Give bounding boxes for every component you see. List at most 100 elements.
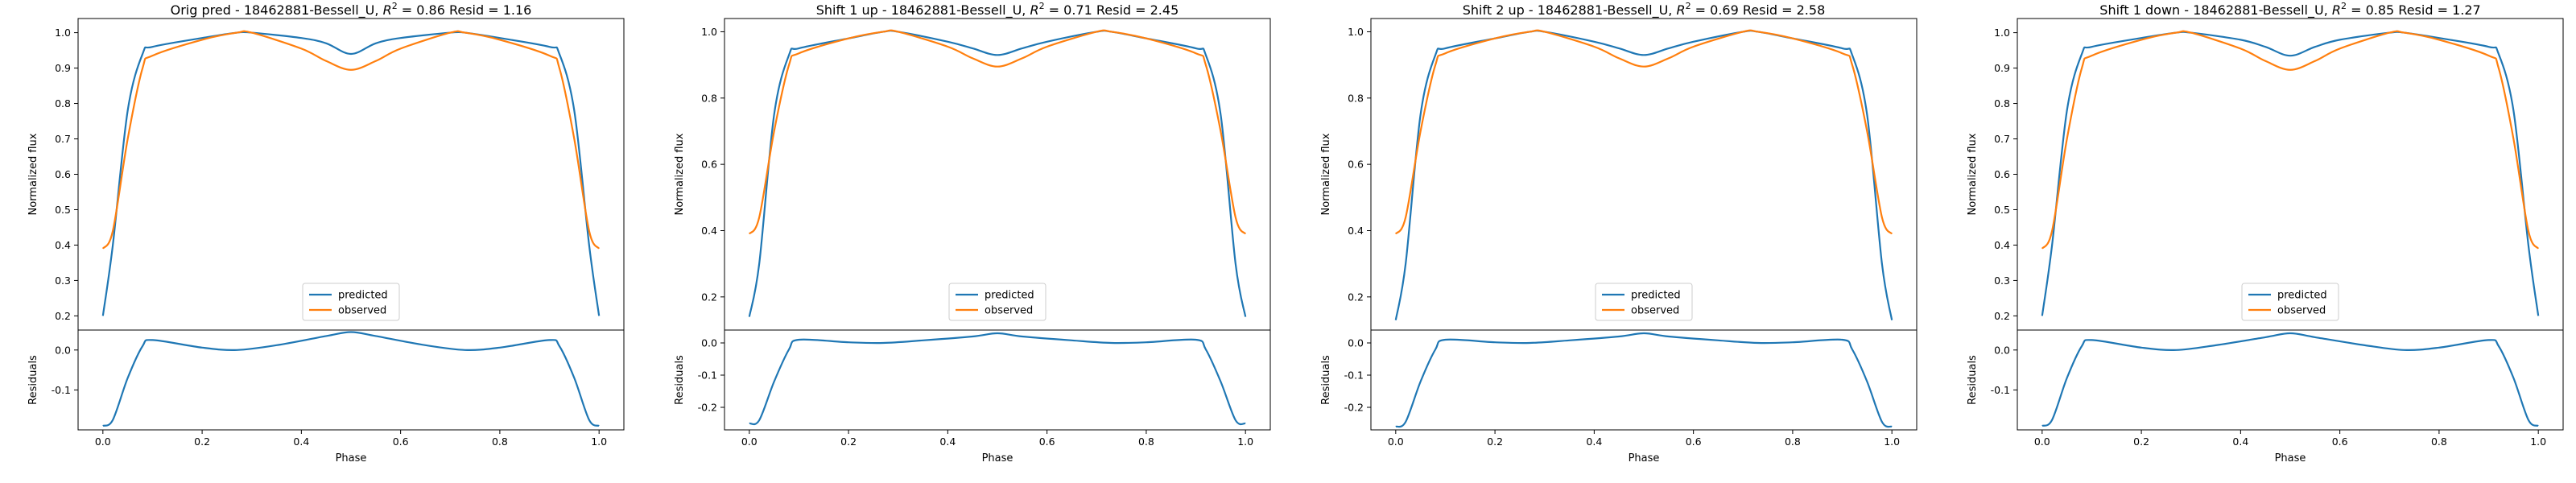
xtick-label: 0.4 [939, 436, 956, 448]
title-prefix: Shift 2 up - 18462881-Bessell_U, [1463, 2, 1677, 19]
bottom-frame [1370, 329, 1918, 431]
legend-label-observed: observed [1631, 305, 1679, 317]
top-ytick-label: 0.8 [701, 92, 717, 104]
bottom-line-residual [749, 332, 1246, 426]
bottom-line-residual [1395, 332, 1893, 428]
top-axes: 0.2 0.3 0.4 0.5 0.6 0.7 0.8 0.9 1.0 Normalized fl… [27, 18, 625, 331]
legend-frame [2241, 283, 2339, 321]
bottom-ylabel: Residuals [27, 355, 39, 405]
subplot-title: Shift 1 down - 18462881-Bessell_U, R2 = … [2099, 1, 2480, 19]
title-r2-symbol: R [383, 2, 392, 18]
legend: predicted observed [1595, 283, 1693, 321]
top-ytick-label: 0.8 [55, 97, 71, 109]
top-ytick-label: 0.3 [1994, 275, 2010, 287]
top-ytick-label: 0.2 [1994, 310, 2010, 322]
top-ytick-label: 0.2 [1348, 291, 1364, 303]
title-suffix: = 0.85 Resid = 1.27 [2347, 2, 2481, 18]
top-ytick-label: 0.6 [1994, 168, 2010, 180]
xtick-label: 0.6 [1039, 436, 1055, 448]
top-ytick-label: 0.5 [1994, 204, 2010, 216]
top-ytick-label: 0.4 [1994, 239, 2010, 251]
subplot-title: Shift 2 up - 18462881-Bessell_U, R2 = 0.… [1463, 1, 1826, 19]
bottom-axes: -0.1 0.0 Residuals [27, 329, 625, 431]
bottom-frame [724, 329, 1271, 431]
bottom-ytick-label: -0.1 [52, 384, 71, 396]
xtick-label: 0.4 [1586, 436, 1602, 448]
legend-label-predicted: predicted [1631, 290, 1681, 302]
top-ylabel: Normalized flux [27, 133, 39, 215]
top-axes: 0.2 0.3 0.4 0.5 0.6 0.7 0.8 0.9 1.0 Normalized fl… [1967, 18, 2564, 331]
legend: predicted observed [302, 283, 400, 321]
title-r2-symbol: R [2332, 2, 2341, 18]
top-ytick-label: 0.6 [701, 159, 717, 171]
xtick-label: 0.2 [2133, 436, 2149, 448]
legend: predicted observed [2241, 283, 2339, 321]
title-r2-symbol: R [1030, 2, 1038, 18]
xlabel: Phase [982, 452, 1013, 464]
bottom-ytick-label: -0.1 [1991, 384, 2010, 396]
xtick-label: 1.0 [1884, 436, 1900, 448]
xtick-label: 0.6 [1686, 436, 1702, 448]
subplot-title: Shift 1 up - 18462881-Bessell_U, R2 = 0.… [816, 1, 1179, 19]
xtick-label: 0.2 [1487, 436, 1503, 448]
top-line-predicted [748, 30, 1247, 317]
top-ytick-label: 0.4 [55, 239, 71, 251]
top-ytick-label: 0.9 [55, 62, 71, 74]
bottom-ytick-label: 0.0 [55, 344, 71, 356]
top-ytick-label: 0.5 [55, 204, 71, 216]
top-ytick-label: 0.2 [701, 291, 717, 303]
xtick-label: 0.2 [194, 436, 210, 448]
top-ylabel: Normalized flux [674, 133, 686, 215]
xtick-label: 1.0 [2530, 436, 2546, 448]
legend: predicted observed [948, 283, 1046, 321]
top-ytick-label: 0.7 [55, 133, 71, 145]
legend-label-predicted: predicted [985, 290, 1034, 302]
top-ytick-label: 1.0 [55, 27, 71, 39]
xtick-label: 0.0 [741, 436, 758, 448]
xtick-label: 0.6 [2332, 436, 2348, 448]
title-suffix: = 0.86 Resid = 1.16 [398, 2, 532, 18]
top-line-observed [2041, 30, 2540, 250]
bottom-ytick-label: -0.1 [1344, 369, 1364, 382]
title-r2-symbol: R [1676, 2, 1685, 18]
title-prefix: Orig pred - 18462881-Bessell_U, [171, 2, 383, 19]
subplot-4: Shift 1 down - 18462881-Bessell_U, R2 = … [1967, 1, 2564, 464]
xtick-label: 0.4 [293, 436, 309, 448]
bottom-ytick-label: 0.0 [1994, 344, 2010, 356]
top-ytick-label: 0.3 [55, 275, 71, 287]
top-ylabel: Normalized flux [1967, 133, 1979, 215]
xtick-label: 0.4 [2232, 436, 2248, 448]
top-ytick-label: 1.0 [701, 26, 717, 38]
top-axes: 0.2 0.4 0.6 0.8 1.0 Normalized flux [1320, 18, 1918, 331]
top-line-observed [1394, 29, 1893, 235]
xtick-label: 0.8 [492, 436, 508, 448]
top-ylabel: Normalized flux [1320, 133, 1332, 215]
legend-frame [1595, 283, 1693, 321]
xtick-label: 0.0 [1388, 436, 1404, 448]
top-ytick-label: 0.4 [701, 225, 717, 237]
top-ytick-label: 0.6 [1348, 159, 1364, 171]
title-prefix: Shift 1 down - 18462881-Bessell_U, [2099, 2, 2332, 19]
bottom-ylabel: Residuals [1320, 355, 1332, 405]
bottom-ylabel: Residuals [1967, 355, 1979, 405]
title-r2-exponent: 2 [1686, 1, 1691, 11]
title-prefix: Shift 1 up - 18462881-Bessell_U, [816, 2, 1030, 19]
top-line-predicted [1394, 30, 1893, 320]
top-ytick-label: 0.4 [1348, 225, 1364, 237]
top-line-observed [101, 30, 601, 250]
top-ytick-label: 1.0 [1348, 26, 1364, 38]
subplot-3: Shift 2 up - 18462881-Bessell_U, R2 = 0.… [1320, 1, 1918, 464]
xlabel: Phase [2275, 452, 2306, 464]
xtick-label: 0.8 [1785, 436, 1801, 448]
top-line-observed [748, 29, 1247, 235]
top-ytick-label: 0.2 [55, 310, 71, 322]
title-suffix: = 0.69 Resid = 2.58 [1691, 2, 1826, 18]
bottom-ytick-label: 0.0 [701, 337, 717, 349]
xtick-label: 0.0 [2034, 436, 2050, 448]
title-suffix: = 0.71 Resid = 2.45 [1045, 2, 1179, 18]
bottom-frame [77, 329, 625, 431]
top-ytick-label: 0.8 [1348, 92, 1364, 104]
bottom-line-residual [102, 331, 600, 427]
xtick-label: 0.6 [393, 436, 409, 448]
